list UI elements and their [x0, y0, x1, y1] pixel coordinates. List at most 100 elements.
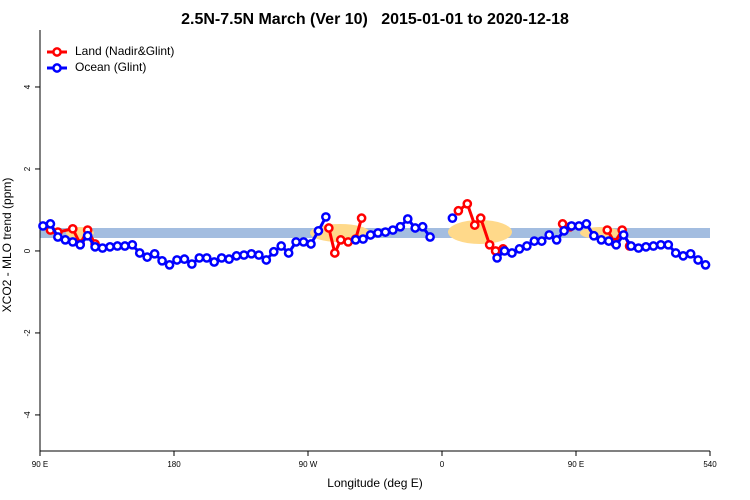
data-point	[291, 237, 301, 247]
data-point	[313, 226, 324, 236]
data-point	[417, 221, 428, 232]
data-point	[231, 251, 242, 261]
data-point	[239, 250, 249, 260]
data-point	[611, 239, 622, 250]
data-point	[335, 235, 346, 245]
data-point	[618, 230, 629, 240]
data-point	[261, 255, 272, 265]
legend-label: Ocean (Glint)	[75, 60, 146, 74]
data-point	[179, 254, 190, 265]
data-point	[670, 248, 681, 258]
y-axis-label: XCO2 - MLO trend (ppm)	[0, 178, 14, 313]
data-point	[529, 236, 540, 246]
data-point	[507, 248, 517, 258]
x-tick-label: 90 W	[299, 460, 318, 469]
x-tick-label: 540	[703, 460, 717, 469]
data-point	[469, 220, 480, 230]
data-point	[602, 225, 613, 235]
data-point	[656, 239, 666, 250]
x-tick-label: 90 E	[568, 460, 584, 469]
data-point	[356, 213, 367, 224]
data-point	[492, 253, 502, 263]
data-point	[551, 235, 562, 245]
data-point	[209, 257, 220, 267]
y-tick-label: -2	[23, 329, 32, 337]
data-point	[388, 225, 398, 235]
data-point	[641, 242, 651, 252]
data-point	[700, 260, 711, 270]
data-point	[172, 255, 182, 265]
data-point	[596, 235, 607, 245]
data-point	[157, 255, 167, 266]
data-point	[685, 248, 696, 259]
data-point	[589, 230, 599, 241]
data-point	[453, 205, 464, 216]
data-point	[603, 236, 614, 246]
data-point	[38, 221, 48, 231]
data-point	[358, 234, 368, 244]
data-point	[53, 232, 63, 242]
data-point	[693, 255, 703, 265]
data-point	[350, 235, 361, 245]
data-point	[343, 237, 354, 247]
data-point	[112, 241, 123, 251]
x-axis-label: Longitude (deg E)	[327, 476, 422, 490]
x-tick-label: 180	[167, 460, 181, 469]
land-patch	[448, 220, 512, 244]
y-tick-label: 0	[23, 248, 32, 253]
data-point	[574, 221, 584, 231]
data-point	[67, 223, 78, 234]
data-point	[559, 226, 569, 236]
data-point	[254, 250, 264, 260]
data-point	[149, 248, 160, 259]
data-point	[75, 239, 86, 250]
data-point	[462, 198, 473, 209]
x-tick-label: 0	[440, 460, 445, 469]
data-point	[187, 259, 197, 269]
data-point	[566, 221, 577, 231]
legend-label: Land (Nadir&Glint)	[75, 44, 174, 58]
data-point	[522, 241, 532, 251]
data-point	[105, 242, 115, 252]
data-point	[67, 237, 78, 247]
data-point	[82, 230, 93, 241]
data-point	[306, 239, 316, 249]
data-point	[329, 248, 340, 258]
data-point	[514, 244, 525, 254]
data-point	[224, 254, 234, 265]
data-point	[380, 227, 391, 237]
data-point	[283, 248, 294, 258]
legend-marker	[52, 47, 62, 57]
data-point	[216, 253, 227, 263]
chart-title: 2.5N-7.5N March (Ver 10) 2015-01-01 to 2…	[181, 11, 569, 28]
data-point	[536, 236, 547, 246]
data-point	[60, 235, 71, 245]
data-point	[373, 228, 383, 238]
data-point	[276, 241, 287, 251]
data-point	[663, 239, 674, 250]
data-point	[164, 260, 175, 270]
legend-marker	[52, 63, 62, 73]
data-point	[45, 219, 56, 229]
data-point	[323, 223, 334, 233]
data-point	[134, 248, 145, 258]
data-point	[142, 252, 153, 262]
data-point	[678, 251, 689, 261]
data-point	[97, 243, 108, 253]
data-point	[402, 214, 413, 224]
data-point	[120, 241, 130, 251]
data-point	[475, 213, 486, 224]
data-point	[395, 221, 406, 232]
y-tick-label: 4	[23, 84, 32, 89]
data-point	[648, 241, 659, 251]
y-tick-label: 2	[23, 166, 32, 171]
y-tick-label: -4	[23, 411, 32, 419]
data-point	[268, 246, 279, 257]
data-point	[298, 237, 309, 247]
data-point	[499, 246, 510, 256]
data-point	[201, 253, 212, 263]
data-point	[90, 242, 100, 252]
data-point	[194, 253, 205, 263]
data-point	[581, 219, 592, 229]
